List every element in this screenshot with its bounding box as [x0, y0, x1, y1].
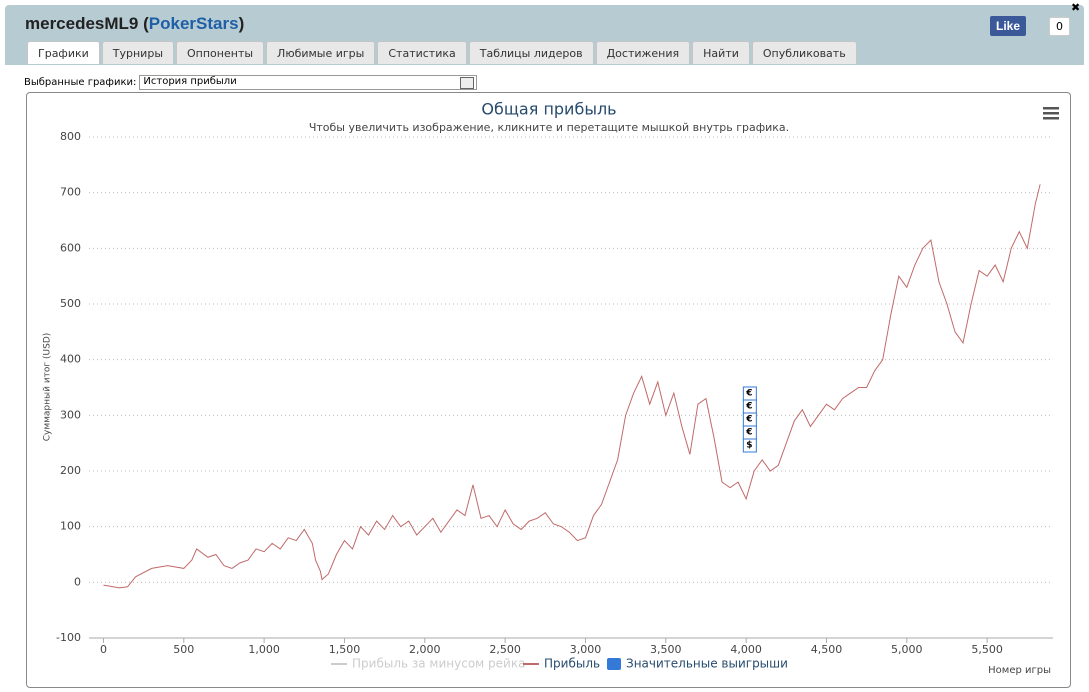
flag: [742, 438, 757, 453]
y-tick-label: 100: [60, 520, 81, 533]
close[interactable]: ✖: [1071, 1, 1081, 14]
tab[interactable]: Любимые игры: [266, 41, 376, 64]
tab[interactable]: Достижения: [595, 41, 691, 64]
legend-label: Прибыль за минусом рейка: [352, 657, 525, 671]
x-tick-label: 3,500: [650, 643, 682, 656]
y-tick-label: 0: [74, 575, 81, 588]
x-tick-label: 4,000: [730, 643, 762, 656]
like-button[interactable]: Like: [990, 16, 1027, 36]
suffix: ): [238, 14, 245, 33]
tab[interactable]: Турниры: [101, 41, 175, 64]
flag-label: $: [746, 441, 752, 451]
tab[interactable]: Опубликовать: [751, 41, 857, 64]
legend-label: Значительные выигрыши: [626, 657, 788, 671]
chart: Общая прибыль Чтобы увеличить изображени…: [26, 92, 1071, 688]
dropdown[interactable]: История прибыли: [139, 75, 478, 90]
flag-label: €: [745, 402, 752, 412]
x-tick-label: 5,000: [891, 643, 923, 656]
tab[interactable]: Оппоненты: [176, 41, 265, 64]
flag-label: €: [745, 415, 752, 425]
tabs: Графики Турниры Оппоненты Любимые игры Стати…: [27, 41, 857, 64]
tab[interactable]: Графики: [27, 41, 100, 64]
tab[interactable]: Таблицы лидеров: [468, 41, 594, 64]
chart-title: Общая прибыль: [481, 100, 616, 119]
y-tick-label: 800: [60, 130, 81, 143]
flag-label: €: [745, 428, 752, 438]
chart-subtitle: Чтобы увеличить изображение, кликните и …: [309, 121, 789, 134]
title: mercedesML9 (PokerStars): [25, 14, 244, 34]
x-tick-label: 5,500: [971, 643, 1003, 656]
header: mercedesML9 (PokerStars) Графики Турниры О…: [5, 5, 1084, 65]
x-tick-label: 4,500: [811, 643, 843, 656]
x-tick-label: 1,500: [329, 643, 361, 656]
y-tick-label: 600: [60, 241, 81, 254]
flag-label: €: [745, 389, 752, 399]
player: mercedesML9 (: [25, 14, 149, 33]
legend-swatch: [607, 658, 621, 670]
site-link[interactable]: PokerStars: [148, 14, 239, 33]
x-tick-label: 1,000: [248, 643, 280, 656]
x-axis-label: Номер игры: [988, 665, 1051, 676]
like-count: 0: [1049, 17, 1070, 36]
y-tick-label: 300: [60, 408, 81, 421]
y-tick-label: 500: [60, 297, 81, 310]
x-tick-label: 0: [100, 643, 107, 656]
y-tick-label: 200: [60, 464, 81, 477]
profit-line: [103, 184, 1041, 589]
selector: Выбранные графики: История прибыли: [24, 75, 478, 90]
legend-label: Прибыль: [544, 657, 600, 671]
x-tick-label: 500: [173, 643, 194, 656]
y-axis-label: Суммарный итог (USD): [43, 333, 53, 442]
menu-icon[interactable]: [1043, 107, 1059, 120]
y-tick-label: 400: [60, 353, 81, 366]
x-tick-label: 2,000: [409, 643, 441, 656]
tab[interactable]: Статистика: [377, 41, 467, 64]
x-tick-label: 2,500: [489, 643, 521, 656]
y-tick-label: 700: [60, 186, 81, 199]
x-tick-label: 3,000: [570, 643, 602, 656]
y-tick-label: -100: [56, 631, 81, 644]
tab[interactable]: Найти: [692, 41, 750, 64]
selector-label: Выбранные графики:: [24, 77, 137, 88]
